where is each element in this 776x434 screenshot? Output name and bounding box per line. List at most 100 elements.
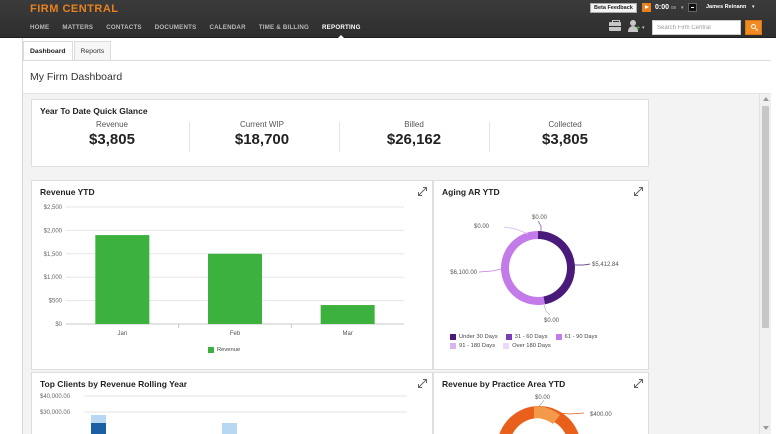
nav-documents[interactable]: DOCUMENTS [154,24,197,31]
scroll-down-icon[interactable] [763,426,769,430]
stat-divider [489,122,490,152]
y-tick-label: $1,500 [44,252,63,258]
content-area: Dashboard Reports My Firm Dashboard Year… [22,38,771,434]
timer-display: 0:00 08 [655,4,676,11]
stat-collected: Collected $3,805 [490,120,640,148]
app-logo[interactable]: FIRM CENTRAL [30,3,119,15]
y-tick-label: $500 [49,299,63,305]
legend-label: 91 - 180 Days [459,343,496,349]
stat-label: Current WIP [239,120,284,129]
nav-home[interactable]: HOME [30,24,50,31]
nav-contacts[interactable]: CONTACTS [106,24,142,31]
aging-ar-legend: Under 30 Days 31 - 60 Days 61 - 90 Days 91 … [450,334,650,352]
x-tick-label: Mar [342,331,352,337]
legend-item[interactable]: Under 30 Days [450,334,498,340]
y-tick-label: $2,000 [44,228,63,234]
quick-glance-panel: Year To Date Quick Glance Revenue $3,805… [31,99,649,167]
label-leader [575,263,591,266]
revenue-bar[interactable] [95,235,150,324]
user-menu-chevron-icon[interactable]: ▾ [752,4,755,10]
legend-item[interactable]: 61 - 90 Days [555,334,598,340]
legend-label: Revenue [217,347,241,353]
tab-reports[interactable]: Reports [73,41,112,60]
stat-value: $3,805 [89,131,135,148]
page-header: My Firm Dashboard [23,60,771,94]
legend-item[interactable]: 91 - 180 Days [450,343,495,349]
legend-swatch [555,334,562,340]
play-icon[interactable] [642,3,651,12]
legend-label: 31 - 60 Days [514,334,548,340]
legend-item[interactable]: 31 - 60 Days [505,334,548,340]
timer-value: 0:00 [655,4,670,11]
aging-slice[interactable] [538,231,575,305]
stat-current-wip: Current WIP $18,700 [187,120,337,148]
revenue-chart: $0 $500 $1,000 $1,500 $2,000 $2,500 Jan Feb Mar [44,205,404,337]
legend-swatch [450,343,456,349]
revenue-ytd-title: Revenue YTD [40,187,95,197]
legend-item[interactable]: Revenue [208,347,240,353]
tab-dashboard[interactable]: Dashboard [23,41,73,60]
nav-time-billing[interactable]: TIME & BILLING [258,24,309,31]
label-leader [543,304,551,316]
expand-icon[interactable] [634,187,643,196]
search-input[interactable] [652,20,741,35]
beta-feedback-button[interactable]: Beta Feedback [590,3,637,13]
slice-label: $0.00 [532,215,548,221]
y-tick-label: $40,000.00 [40,394,71,400]
practice-slice[interactable] [497,406,581,434]
revenue-bar[interactable] [320,305,375,324]
expand-icon[interactable] [418,379,427,388]
aging-ar-chart: $5,412.84 $0.00 $6,100.00 $0.00 $0.00 [450,215,619,324]
revenue-bar[interactable] [208,253,262,324]
client-bar[interactable] [91,423,106,434]
revenue-ytd-panel: Revenue YTD $0 $500 $1,000 $1,500 $2,000 $2,5… [31,180,433,370]
search-button[interactable] [745,20,762,35]
slice-label: $5,412.84 [592,262,619,268]
vertical-scrollbar[interactable] [759,94,771,434]
nav-reporting-label: REPORTING [322,24,361,31]
briefcase-add-icon[interactable] [609,20,621,31]
slice-label: $400.00 [590,412,612,418]
practice-area-panel: Revenue by Practice Area YTD $0.00 $400.… [433,372,649,434]
top-clients-title: Top Clients by Revenue Rolling Year [40,379,188,389]
dashboard-tabs: Dashboard Reports [23,41,112,60]
user-name[interactable]: James Reinann [706,4,747,10]
label-leader [558,412,585,415]
stat-label: Billed [404,120,424,129]
legend-item[interactable]: Over 180 Days [503,343,551,349]
legend-swatch [503,343,510,349]
stat-billed: Billed $26,162 [339,120,489,148]
nav-reporting[interactable]: REPORTING [322,24,361,39]
legend-swatch [450,334,456,340]
top-bar: FIRM CENTRAL HOME MATTERS CONTACTS DOCUM… [0,0,776,39]
stop-icon[interactable] [688,3,697,12]
add-person-icon[interactable]: + [628,20,642,32]
add-person-chevron-icon[interactable]: ▾ [642,25,645,31]
nav-matters[interactable]: MATTERS [62,24,94,31]
expand-icon[interactable] [634,379,643,388]
client-bar[interactable] [222,423,237,434]
y-tick-label: $30,000.00 [40,410,71,416]
practice-slice[interactable] [534,406,560,424]
slice-label: $6,100.00 [450,270,477,276]
scroll-up-icon[interactable] [763,97,769,101]
y-tick-label: $1,000 [44,275,63,281]
stat-label: Revenue [95,120,129,129]
legend-label: Over 180 Days [512,343,551,349]
timer-dropdown-icon[interactable]: ▾ [681,5,684,11]
top-clients-panel: Top Clients by Revenue Rolling Year $40,… [31,372,433,434]
slice-label: $0.00 [474,224,490,230]
aging-slice[interactable] [500,231,545,305]
nav-calendar[interactable]: CALENDAR [209,24,246,31]
revenue-legend: Revenue [208,347,248,356]
y-tick-label: $0 [55,322,62,328]
expand-icon[interactable] [418,187,427,196]
stat-divider [189,122,190,152]
page-title: My Firm Dashboard [30,71,123,83]
label-leader [537,220,542,231]
stat-value: $3,805 [542,131,588,148]
legend-label: 61 - 90 Days [564,334,598,340]
scroll-thumb[interactable] [762,106,769,328]
stat-value: $26,162 [386,131,442,148]
